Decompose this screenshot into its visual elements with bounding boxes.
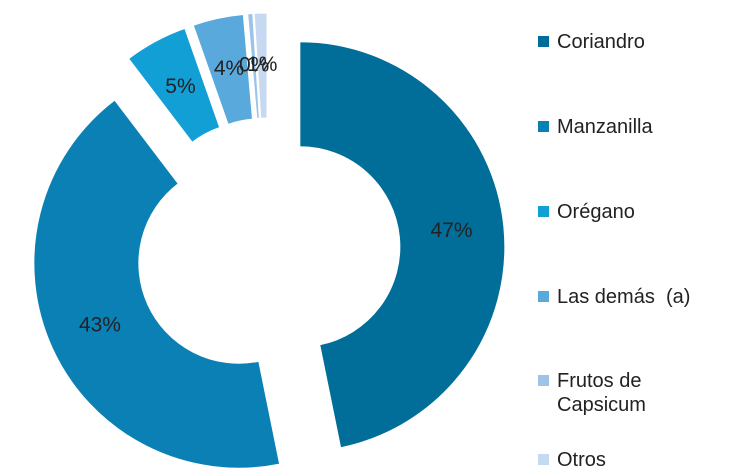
donut-slice — [299, 41, 506, 449]
donut-slice — [127, 27, 221, 143]
data-label: 0% — [239, 54, 269, 77]
legend-swatch — [538, 206, 549, 217]
legend-swatch — [538, 375, 549, 386]
donut-slice — [247, 12, 260, 120]
data-label: 47% — [431, 219, 473, 242]
legend-item: Orégano — [538, 200, 738, 224]
legend-label: Coriandro — [557, 31, 645, 53]
legend-item: Manzanilla — [538, 115, 738, 139]
legend-label: Frutos de Capsicum — [557, 370, 646, 416]
donut-slice — [253, 12, 268, 119]
donut-slice — [33, 99, 281, 469]
legend-label: Orégano — [557, 201, 635, 223]
legend-item: Otros — [538, 448, 738, 472]
legend-label: Las demás (a) — [557, 286, 691, 308]
donut-slice — [192, 13, 254, 126]
legend-label: Manzanilla — [557, 116, 653, 138]
legend-swatch — [538, 36, 549, 47]
legend-item: Las demás (a) — [538, 285, 738, 309]
legend-item: Coriandro — [538, 30, 738, 54]
data-label: 43% — [79, 314, 121, 337]
legend-swatch — [538, 291, 549, 302]
data-label: 1% — [247, 53, 277, 76]
legend-swatch — [538, 121, 549, 132]
data-label: 5% — [165, 75, 195, 98]
legend-swatch — [538, 454, 549, 465]
data-label: 4% — [214, 57, 244, 80]
legend-item: Frutos de Capsicum — [538, 369, 678, 417]
legend-label: Otros — [557, 449, 606, 471]
